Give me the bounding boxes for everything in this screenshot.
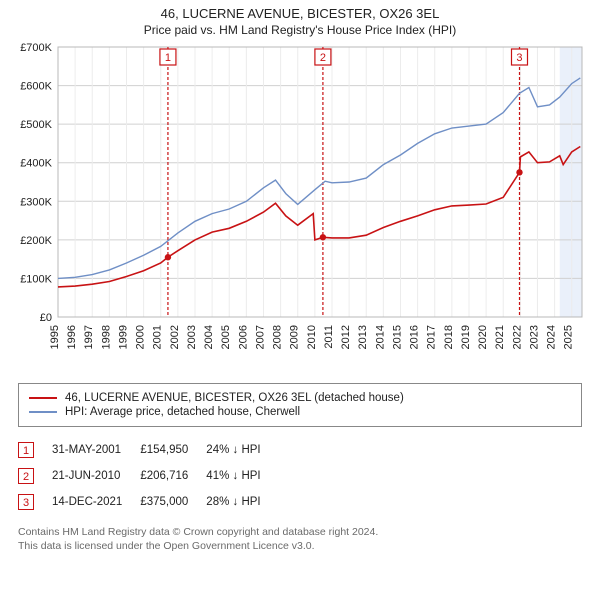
legend: 46, LUCERNE AVENUE, BICESTER, OX26 3EL (… bbox=[18, 383, 582, 427]
event-marker-number: 2 bbox=[320, 52, 326, 64]
event-vs-hpi: 24% ↓ HPI bbox=[206, 437, 278, 463]
event-marker-number: 3 bbox=[516, 52, 522, 64]
event-marker-box: 1 bbox=[18, 442, 34, 458]
sale-marker-dot bbox=[516, 169, 522, 175]
event-vs-hpi: 28% ↓ HPI bbox=[206, 489, 278, 515]
table-row: 2 21-JUN-2010£206,71641% ↓ HPI bbox=[18, 463, 279, 489]
y-axis-label: £600K bbox=[20, 81, 52, 93]
x-axis-label: 1998 bbox=[100, 325, 112, 349]
title-address: 46, LUCERNE AVENUE, BICESTER, OX26 3EL bbox=[10, 6, 590, 21]
x-axis-label: 1997 bbox=[83, 325, 95, 349]
x-axis-label: 2009 bbox=[289, 325, 301, 349]
x-axis-label: 2008 bbox=[272, 325, 284, 349]
x-axis-label: 2012 bbox=[340, 325, 352, 349]
series-price_red bbox=[58, 147, 580, 287]
x-axis-label: 2005 bbox=[220, 325, 232, 349]
y-axis-label: £500K bbox=[20, 119, 52, 131]
title-subtitle: Price paid vs. HM Land Registry's House … bbox=[10, 23, 590, 37]
highlight-band bbox=[560, 47, 582, 317]
x-axis-label: 2002 bbox=[169, 325, 181, 349]
chart-svg: £0 £100K £200K £300K £400K £500K £600K £700K 199… bbox=[8, 39, 590, 369]
legend-row: 46, LUCERNE AVENUE, BICESTER, OX26 3EL (… bbox=[29, 392, 571, 404]
x-axis-label: 2007 bbox=[254, 325, 266, 349]
x-axis-label: 2020 bbox=[477, 325, 489, 349]
x-axis-label: 2006 bbox=[237, 325, 249, 349]
x-axis-label: 2022 bbox=[511, 325, 523, 349]
legend-swatch bbox=[29, 411, 57, 413]
sale-marker-dot bbox=[165, 254, 171, 260]
footnote-line-1: Contains HM Land Registry data © Crown c… bbox=[18, 525, 582, 539]
y-axis-label: £400K bbox=[20, 158, 52, 170]
x-axis-label: 2021 bbox=[494, 325, 506, 349]
x-axis-label: 1995 bbox=[49, 325, 61, 349]
x-axis-label: 1999 bbox=[117, 325, 129, 349]
x-axis-label: 2003 bbox=[186, 325, 198, 349]
legend-label: 46, LUCERNE AVENUE, BICESTER, OX26 3EL (… bbox=[65, 392, 404, 404]
price-chart: £0 £100K £200K £300K £400K £500K £600K £700K 199… bbox=[0, 39, 600, 369]
y-axis-label: £200K bbox=[20, 235, 52, 247]
event-marker-box: 3 bbox=[18, 494, 34, 510]
x-axis-label: 2013 bbox=[357, 325, 369, 349]
y-axis-label: £300K bbox=[20, 196, 52, 208]
event-price: £206,716 bbox=[140, 463, 206, 489]
event-date: 21-JUN-2010 bbox=[52, 463, 140, 489]
x-axis-label: 2000 bbox=[135, 325, 147, 349]
event-date: 31-MAY-2001 bbox=[52, 437, 140, 463]
sale-marker-dot bbox=[320, 234, 326, 240]
x-axis-label: 2019 bbox=[460, 325, 472, 349]
legend-row: HPI: Average price, detached house, Cher… bbox=[29, 406, 571, 418]
sales-events-table: 1 31-MAY-2001£154,95024% ↓ HPI 2 21-JUN-201… bbox=[18, 437, 279, 515]
x-axis-label: 2023 bbox=[528, 325, 540, 349]
footnote: Contains HM Land Registry data © Crown c… bbox=[18, 525, 582, 553]
x-axis-label: 2025 bbox=[563, 325, 575, 349]
legend-swatch bbox=[29, 397, 57, 399]
legend-label: HPI: Average price, detached house, Cher… bbox=[65, 406, 300, 418]
x-axis-label: 2011 bbox=[323, 325, 335, 349]
event-price: £154,950 bbox=[140, 437, 206, 463]
series-hpi_blue bbox=[58, 78, 580, 279]
x-axis-label: 2015 bbox=[391, 325, 403, 349]
x-axis-label: 2016 bbox=[409, 325, 421, 349]
event-price: £375,000 bbox=[140, 489, 206, 515]
x-axis-label: 2017 bbox=[426, 325, 438, 349]
table-row: 1 31-MAY-2001£154,95024% ↓ HPI bbox=[18, 437, 279, 463]
x-axis-label: 2004 bbox=[203, 325, 215, 349]
table-row: 3 14-DEC-2021£375,00028% ↓ HPI bbox=[18, 489, 279, 515]
event-vs-hpi: 41% ↓ HPI bbox=[206, 463, 278, 489]
event-marker-box: 2 bbox=[18, 468, 34, 484]
y-axis-label: £0 bbox=[40, 312, 52, 324]
x-axis-label: 1996 bbox=[66, 325, 78, 349]
x-axis-label: 2010 bbox=[306, 325, 318, 349]
x-axis-label: 2018 bbox=[443, 325, 455, 349]
event-date: 14-DEC-2021 bbox=[52, 489, 140, 515]
x-axis-label: 2024 bbox=[546, 325, 558, 349]
x-axis-label: 2014 bbox=[374, 325, 386, 349]
y-axis-label: £700K bbox=[20, 42, 52, 54]
y-axis-label: £100K bbox=[20, 273, 52, 285]
event-marker-number: 1 bbox=[165, 52, 171, 64]
x-axis-label: 2001 bbox=[152, 325, 164, 349]
footnote-line-2: This data is licensed under the Open Gov… bbox=[18, 539, 582, 553]
